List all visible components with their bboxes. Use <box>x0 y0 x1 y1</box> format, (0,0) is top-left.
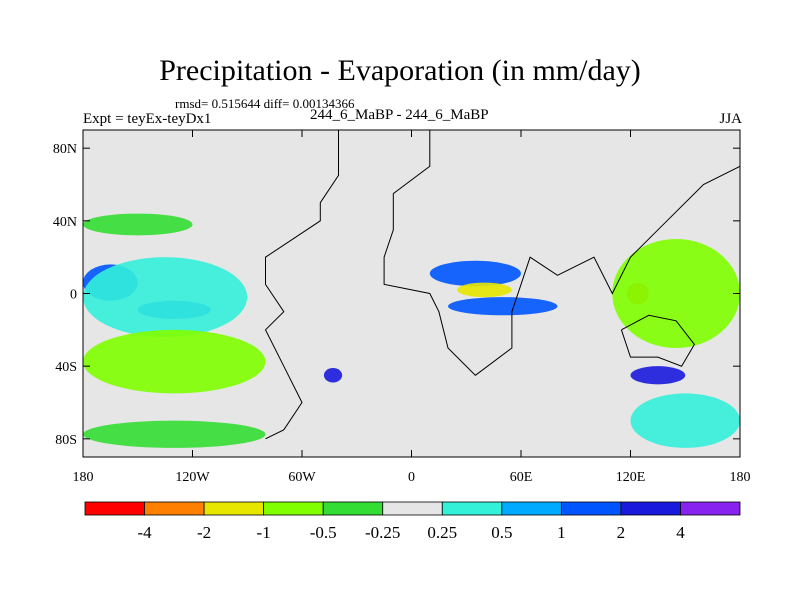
colorbar-label: -4 <box>137 523 152 542</box>
contour-region-indian-ocean-dry-core <box>457 282 512 298</box>
colorbar-label: 0.5 <box>491 523 512 542</box>
stats-line: rmsd= 0.515644 diff= 0.00134366 <box>175 96 355 111</box>
colorbar-label: 1 <box>557 523 566 542</box>
colorbar-swatch <box>441 501 503 516</box>
y-tick-label: 80S <box>55 433 77 448</box>
contour-region-west-pacific-dry-region <box>612 239 740 348</box>
contour-region-north-pacific-dry-band <box>83 213 193 236</box>
x-tick-label: 120E <box>616 470 646 485</box>
contour-region-south-pacific-dry-band <box>83 329 266 394</box>
contour-region-indian-ocean-wet-band-south <box>448 297 558 316</box>
contour-region-indian-ocean-wet-band-north <box>429 260 521 287</box>
contour-region-south-indian-ocean-wet-band <box>630 366 686 385</box>
colorbar-label: 0.25 <box>427 523 457 542</box>
colorbar-swatch <box>620 501 681 516</box>
colorbar-swatch <box>501 501 562 516</box>
colorbar-swatch <box>84 501 145 516</box>
colorbar-swatch <box>322 501 384 516</box>
coastline-afro-eurasia <box>383 130 740 376</box>
colorbar-label: -0.5 <box>310 523 337 542</box>
coastline-layer <box>264 130 740 440</box>
contour-region-southern-ocean-light-region <box>630 393 740 448</box>
field-layer <box>83 213 740 448</box>
x-tick-label: 60E <box>510 470 533 485</box>
colorbar-swatch <box>382 501 443 516</box>
colorbar-swatch <box>263 501 324 516</box>
colorbar-swatch <box>144 501 205 516</box>
colorbar-swatch <box>203 501 265 516</box>
colorbar-label: -0.25 <box>365 523 400 542</box>
season-label: JJA <box>719 111 742 127</box>
contour-region-southern-ocean-dry-band <box>83 420 266 448</box>
x-tick-label: 60W <box>288 470 316 485</box>
chart-title: Precipitation - Evaporation (in mm/day) <box>159 54 641 87</box>
y-tick-label: 40S <box>55 360 77 375</box>
colorbar-label: 4 <box>676 523 685 542</box>
contour-region-equatorial-pacific-light-band <box>83 257 248 338</box>
colorbar-swatch <box>560 501 622 516</box>
experiment-label: Expt = teyEx-teyDx1 <box>83 111 212 127</box>
axes-layer: 180 120W 60W 0 60E 120E 180 80N 40N 0 40S 80S <box>53 130 751 485</box>
x-tick-label: 180 <box>73 470 94 485</box>
contour-region-south-atlantic-wet-spot <box>323 367 343 383</box>
coastline-americas <box>264 130 339 440</box>
case-label: 244_6_MaBP - 244_6_MaBP <box>310 107 489 123</box>
y-tick-label: 80N <box>53 142 77 157</box>
y-tick-label: 0 <box>70 288 77 303</box>
coastline-australia <box>620 314 696 367</box>
x-tick-label: 180 <box>730 470 751 485</box>
colorbar-label: -1 <box>257 523 271 542</box>
colorbar-swatch <box>680 501 741 516</box>
y-tick-label: 40N <box>53 215 77 230</box>
colorbar-label: 2 <box>617 523 626 542</box>
x-tick-label: 120W <box>175 470 210 485</box>
x-tick-label: 0 <box>408 470 415 485</box>
colorbar: -4 -2 -1 -0.5 -0.25 0.25 0.5 1 2 4 <box>84 501 741 542</box>
colorbar-label: -2 <box>197 523 211 542</box>
